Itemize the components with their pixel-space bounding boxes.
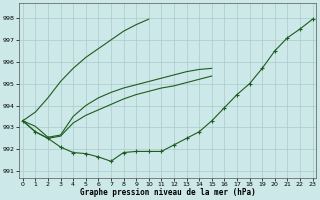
X-axis label: Graphe pression niveau de la mer (hPa): Graphe pression niveau de la mer (hPa) <box>80 188 256 197</box>
